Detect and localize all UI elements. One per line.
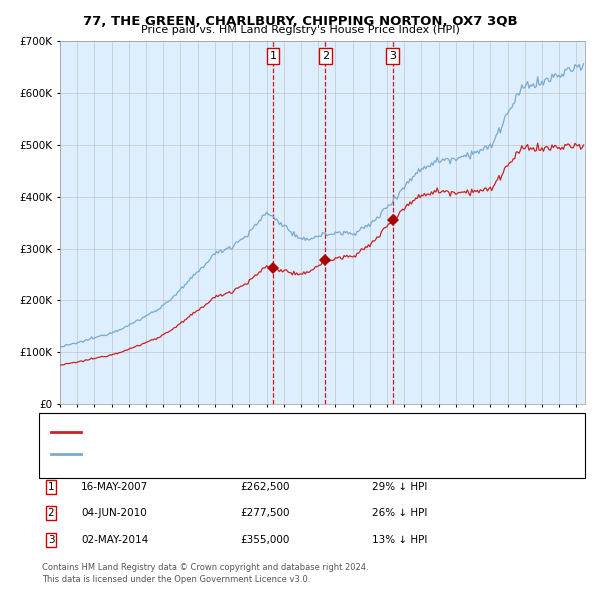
Text: 1: 1 — [269, 51, 277, 61]
Text: 16-MAY-2007: 16-MAY-2007 — [81, 482, 148, 491]
Text: 29% ↓ HPI: 29% ↓ HPI — [372, 482, 427, 491]
Text: Price paid vs. HM Land Registry's House Price Index (HPI): Price paid vs. HM Land Registry's House … — [140, 25, 460, 35]
Text: £355,000: £355,000 — [240, 535, 289, 545]
Text: Contains HM Land Registry data © Crown copyright and database right 2024.: Contains HM Land Registry data © Crown c… — [42, 563, 368, 572]
Text: 77, THE GREEN, CHARLBURY, CHIPPING NORTON, OX7 3QB (detached house): 77, THE GREEN, CHARLBURY, CHIPPING NORTO… — [87, 428, 464, 437]
Text: This data is licensed under the Open Government Licence v3.0.: This data is licensed under the Open Gov… — [42, 575, 310, 584]
Text: 77, THE GREEN, CHARLBURY, CHIPPING NORTON, OX7 3QB: 77, THE GREEN, CHARLBURY, CHIPPING NORTO… — [83, 15, 517, 28]
Text: 2: 2 — [47, 509, 55, 518]
Text: 13% ↓ HPI: 13% ↓ HPI — [372, 535, 427, 545]
Text: 26% ↓ HPI: 26% ↓ HPI — [372, 509, 427, 518]
Text: £262,500: £262,500 — [240, 482, 290, 491]
Text: 1: 1 — [47, 482, 55, 491]
Text: £277,500: £277,500 — [240, 509, 290, 518]
Text: 3: 3 — [389, 51, 396, 61]
Text: 3: 3 — [47, 535, 55, 545]
Text: 2: 2 — [322, 51, 329, 61]
Text: 02-MAY-2014: 02-MAY-2014 — [81, 535, 148, 545]
Text: HPI: Average price, detached house, West Oxfordshire: HPI: Average price, detached house, West… — [87, 450, 352, 459]
Text: 04-JUN-2010: 04-JUN-2010 — [81, 509, 147, 518]
